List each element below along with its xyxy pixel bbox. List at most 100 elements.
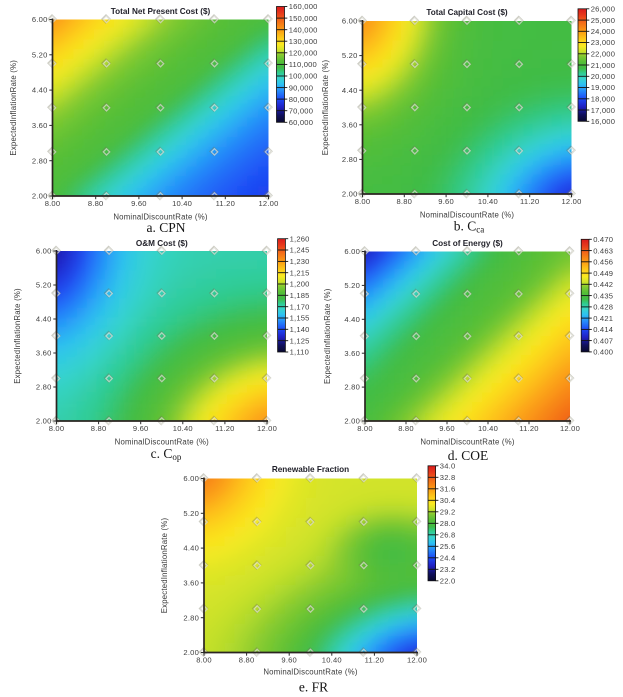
svg-text:70,000: 70,000 <box>289 106 313 115</box>
svg-text:NominalDiscountRate (%): NominalDiscountRate (%) <box>420 211 514 220</box>
svg-text:NominalDiscountRate (%): NominalDiscountRate (%) <box>113 213 207 222</box>
svg-text:12.00: 12.00 <box>258 199 278 208</box>
svg-text:140,000: 140,000 <box>289 25 318 34</box>
svg-text:60,000: 60,000 <box>289 118 313 127</box>
svg-text:2.80: 2.80 <box>36 383 52 392</box>
svg-text:4.40: 4.40 <box>342 86 358 95</box>
svg-text:19,000: 19,000 <box>591 83 615 92</box>
svg-text:2.80: 2.80 <box>342 155 358 164</box>
svg-text:0.400: 0.400 <box>593 348 613 357</box>
svg-text:11.20: 11.20 <box>216 199 235 208</box>
svg-text:ExpectedInflationRate (%): ExpectedInflationRate (%) <box>9 60 18 156</box>
svg-text:ExpectedInflationRate (%): ExpectedInflationRate (%) <box>323 288 332 384</box>
svg-text:1,185: 1,185 <box>290 291 310 300</box>
svg-text:29.2: 29.2 <box>440 508 456 517</box>
svg-text:150,000: 150,000 <box>289 14 318 23</box>
svg-text:8.00: 8.00 <box>357 424 373 433</box>
svg-text:10.40: 10.40 <box>478 424 498 433</box>
svg-text:22.0: 22.0 <box>440 577 456 586</box>
svg-text:8.00: 8.00 <box>355 197 371 206</box>
svg-text:80,000: 80,000 <box>289 95 313 104</box>
svg-text:1,200: 1,200 <box>290 280 310 289</box>
svg-text:0.407: 0.407 <box>593 336 613 345</box>
svg-text:23,000: 23,000 <box>591 38 615 47</box>
svg-text:24.4: 24.4 <box>440 554 456 563</box>
svg-text:2.00: 2.00 <box>183 648 199 657</box>
svg-text:4.40: 4.40 <box>344 315 360 324</box>
svg-text:5.20: 5.20 <box>344 281 360 290</box>
svg-text:18,000: 18,000 <box>591 95 615 104</box>
svg-text:1,155: 1,155 <box>290 314 310 323</box>
svg-text:9.60: 9.60 <box>131 199 147 208</box>
svg-text:3.60: 3.60 <box>36 349 52 358</box>
svg-text:16,000: 16,000 <box>591 117 615 126</box>
svg-text:O&M Cost ($): O&M Cost ($) <box>136 239 188 248</box>
svg-text:NominalDiscountRate (%): NominalDiscountRate (%) <box>420 438 514 447</box>
svg-text:1,245: 1,245 <box>290 246 310 255</box>
svg-text:Cost of Energy ($): Cost of Energy ($) <box>432 239 503 248</box>
svg-text:Total Capital Cost ($): Total Capital Cost ($) <box>426 8 508 17</box>
svg-text:5.20: 5.20 <box>32 50 48 59</box>
svg-text:100,000: 100,000 <box>289 72 318 81</box>
svg-text:0.470: 0.470 <box>593 235 613 244</box>
svg-text:0.442: 0.442 <box>593 280 613 289</box>
svg-text:8.80: 8.80 <box>91 424 107 433</box>
svg-text:5.20: 5.20 <box>342 51 358 60</box>
svg-text:10.40: 10.40 <box>322 655 342 664</box>
svg-text:22,000: 22,000 <box>591 50 615 59</box>
svg-text:2.80: 2.80 <box>344 383 360 392</box>
svg-text:2.00: 2.00 <box>342 190 358 199</box>
svg-text:4.40: 4.40 <box>32 86 48 95</box>
svg-text:9.60: 9.60 <box>438 197 454 206</box>
svg-text:160,000: 160,000 <box>289 2 318 11</box>
svg-text:ExpectedInflationRate (%): ExpectedInflationRate (%) <box>13 288 22 384</box>
svg-text:6.00: 6.00 <box>183 474 199 483</box>
svg-text:Total Net Present Cost ($): Total Net Present Cost ($) <box>111 7 211 16</box>
svg-text:30.4: 30.4 <box>440 496 456 505</box>
svg-text:6.00: 6.00 <box>36 247 52 256</box>
svg-text:10.40: 10.40 <box>173 424 193 433</box>
svg-text:ExpectedInflationRate (%): ExpectedInflationRate (%) <box>321 60 330 156</box>
svg-text:21,000: 21,000 <box>591 61 615 70</box>
svg-text:24,000: 24,000 <box>591 27 615 36</box>
svg-text:ExpectedInflationRate (%): ExpectedInflationRate (%) <box>160 518 169 614</box>
svg-text:26.8: 26.8 <box>440 531 456 540</box>
svg-text:11.20: 11.20 <box>519 424 538 433</box>
svg-text:NominalDiscountRate (%): NominalDiscountRate (%) <box>263 668 357 677</box>
svg-text:8.80: 8.80 <box>398 424 414 433</box>
svg-text:12.00: 12.00 <box>561 197 581 206</box>
svg-text:11.20: 11.20 <box>215 424 234 433</box>
svg-text:23.2: 23.2 <box>440 565 456 574</box>
svg-text:12.00: 12.00 <box>560 424 580 433</box>
svg-text:9.60: 9.60 <box>133 424 149 433</box>
svg-text:10.40: 10.40 <box>172 199 192 208</box>
svg-text:25,000: 25,000 <box>591 16 615 25</box>
svg-text:31.6: 31.6 <box>440 485 456 494</box>
svg-text:0.435: 0.435 <box>593 291 613 300</box>
svg-text:9.60: 9.60 <box>281 655 297 664</box>
svg-text:2.80: 2.80 <box>32 156 48 165</box>
svg-text:6.00: 6.00 <box>342 17 358 26</box>
svg-text:0.463: 0.463 <box>593 246 613 255</box>
svg-text:17,000: 17,000 <box>591 106 615 115</box>
svg-text:28.0: 28.0 <box>440 519 456 528</box>
svg-text:8.00: 8.00 <box>196 655 212 664</box>
svg-text:11.20: 11.20 <box>520 197 539 206</box>
svg-text:5.20: 5.20 <box>36 281 52 290</box>
svg-text:25.6: 25.6 <box>440 542 456 551</box>
svg-text:8.80: 8.80 <box>239 655 255 664</box>
svg-text:0.414: 0.414 <box>593 325 613 334</box>
svg-text:3.60: 3.60 <box>344 349 360 358</box>
svg-text:1,170: 1,170 <box>290 302 310 311</box>
svg-text:3.60: 3.60 <box>183 579 199 588</box>
svg-text:0.449: 0.449 <box>593 269 613 278</box>
svg-text:Renewable Fraction: Renewable Fraction <box>272 465 349 474</box>
svg-text:2.00: 2.00 <box>344 417 360 426</box>
svg-text:2.80: 2.80 <box>183 613 199 622</box>
svg-text:8.00: 8.00 <box>49 424 65 433</box>
svg-text:34.0: 34.0 <box>440 462 456 471</box>
svg-text:8.80: 8.80 <box>88 199 104 208</box>
svg-text:32.8: 32.8 <box>440 473 456 482</box>
svg-text:110,000: 110,000 <box>289 60 317 69</box>
svg-text:1,125: 1,125 <box>290 336 310 345</box>
